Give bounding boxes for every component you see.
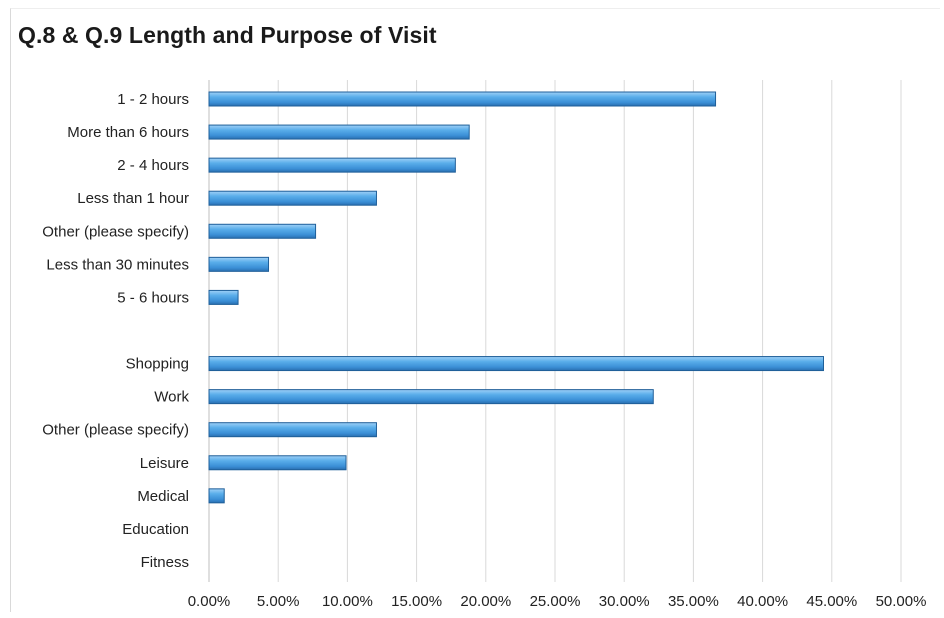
bar [208, 223, 317, 239]
category-label: Work [154, 389, 189, 406]
x-tick-label: 35.00% [668, 593, 719, 610]
category-label: Less than 30 minutes [46, 256, 189, 273]
category-label: Other (please specify) [42, 422, 189, 439]
x-tick-label: 5.00% [257, 593, 300, 610]
bar [208, 389, 654, 405]
bar [208, 356, 824, 372]
bar [208, 256, 270, 272]
x-tick-labels: 0.00% 5.00% 10.00% 15.00% 20.00% 25.00% 30.00%… [188, 593, 927, 610]
x-tick-label: 45.00% [806, 593, 857, 610]
category-label: 1 - 2 hours [117, 91, 189, 108]
category-label: 2 - 4 hours [117, 157, 189, 174]
bar [208, 190, 377, 206]
x-tick-label: 15.00% [391, 593, 442, 610]
x-tick-label: 25.00% [530, 593, 581, 610]
bar [208, 124, 470, 140]
x-tick-label: 30.00% [599, 593, 650, 610]
bar [208, 289, 239, 305]
category-label: Leisure [140, 455, 189, 472]
chart-border [10, 8, 940, 612]
category-labels: 1 - 2 hours More than 6 hours 2 - 4 hours L… [42, 91, 189, 571]
category-label: More than 6 hours [67, 124, 189, 141]
x-tick-label: 10.00% [322, 593, 373, 610]
gridlines [277, 80, 902, 582]
bar [208, 488, 225, 504]
x-tick-label: 50.00% [876, 593, 927, 610]
category-label: Fitness [141, 554, 189, 571]
category-label: Medical [137, 488, 189, 505]
category-label: Other (please specify) [42, 223, 189, 240]
bar [208, 422, 377, 438]
x-tick-label: 0.00% [188, 593, 231, 610]
bars [208, 91, 824, 504]
x-tick-label: 40.00% [737, 593, 788, 610]
bar [208, 455, 347, 471]
category-label: 5 - 6 hours [117, 289, 189, 306]
category-label: Shopping [126, 356, 189, 373]
bar [208, 91, 717, 107]
x-tick-label: 20.00% [460, 593, 511, 610]
chart-title: Q.8 & Q.9 Length and Purpose of Visit [18, 22, 437, 48]
category-label: Education [122, 521, 189, 538]
bar [208, 157, 456, 173]
category-label: Less than 1 hour [77, 190, 189, 207]
